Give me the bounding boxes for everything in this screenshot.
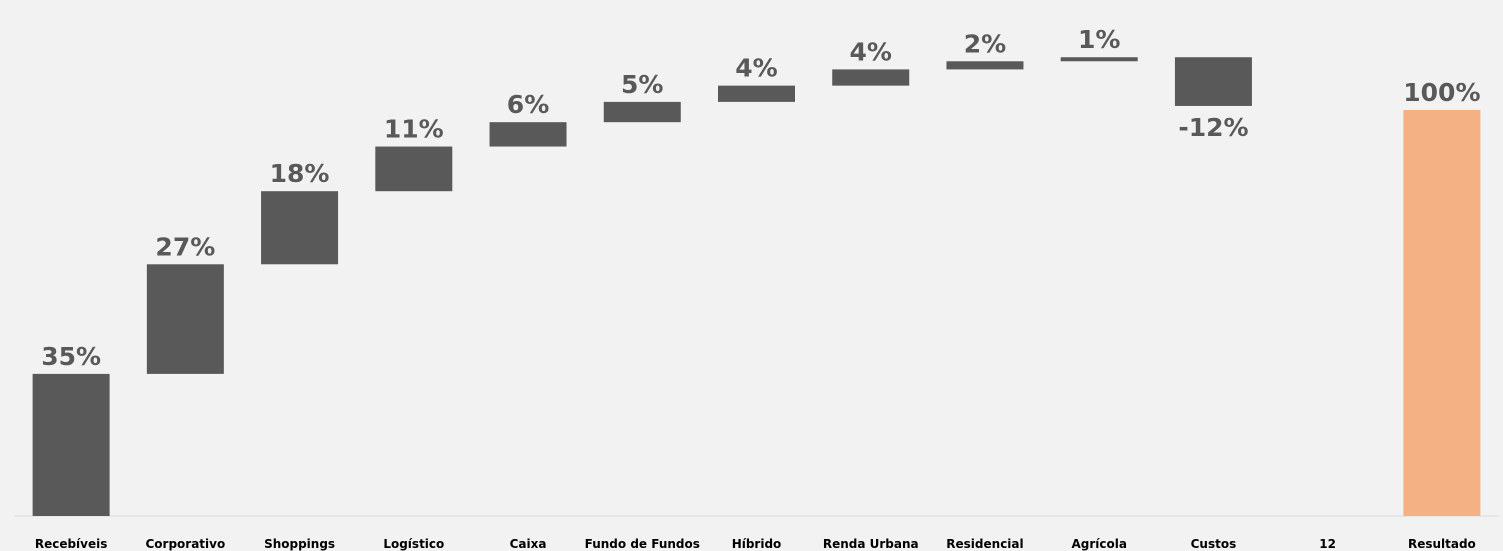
data-label: 4% bbox=[850, 37, 892, 66]
waterfall-bar bbox=[261, 191, 339, 265]
category-labels-group: Recebíveis Corporativo Shoppings Logístico C… bbox=[35, 537, 1476, 551]
waterfall-bar bbox=[32, 373, 110, 516]
data-label: 4% bbox=[735, 54, 777, 83]
category-label: Agrícola bbox=[1071, 537, 1126, 551]
category-label: Resultado bbox=[1408, 537, 1476, 551]
waterfall-bar bbox=[146, 264, 224, 374]
waterfall-bar bbox=[603, 101, 681, 123]
category-label: Renda Urbana bbox=[823, 537, 919, 551]
data-label: 27% bbox=[155, 232, 215, 261]
data-label: 1% bbox=[1078, 25, 1120, 54]
waterfall-bar bbox=[375, 146, 453, 192]
data-label: 6% bbox=[507, 90, 549, 119]
bars-group bbox=[32, 57, 1481, 516]
data-label: -12% bbox=[1178, 113, 1248, 142]
category-label: Residencial bbox=[946, 537, 1023, 551]
waterfall-bar bbox=[1060, 57, 1138, 62]
category-label: Recebíveis bbox=[35, 537, 108, 551]
waterfall-bar bbox=[489, 122, 567, 147]
waterfall-bar bbox=[946, 61, 1024, 70]
data-label: 2% bbox=[964, 29, 1006, 58]
value-labels-group: 35% 27% 18% 11% 6% 5% 4% 4% 2% 1% -12% 100% bbox=[41, 25, 1480, 371]
category-label: Logístico bbox=[383, 537, 444, 551]
category-label: Fundo de Fundos bbox=[585, 537, 700, 551]
data-label: 35% bbox=[41, 342, 101, 371]
category-label: Shoppings bbox=[264, 537, 335, 551]
data-label: 18% bbox=[270, 159, 330, 188]
data-label: 11% bbox=[384, 115, 444, 144]
category-label: Híbrido bbox=[732, 537, 782, 551]
category-label: 12 bbox=[1319, 537, 1336, 551]
waterfall-bar bbox=[718, 85, 795, 102]
category-label: Custos bbox=[1191, 537, 1237, 551]
data-label: 5% bbox=[621, 70, 663, 99]
data-label: 100% bbox=[1403, 78, 1480, 107]
waterfall-bar bbox=[832, 69, 910, 86]
category-label: Caixa bbox=[510, 537, 547, 551]
waterfall-bar bbox=[1174, 57, 1252, 106]
category-label: Corporativo bbox=[145, 537, 225, 551]
total-bar bbox=[1403, 110, 1481, 516]
